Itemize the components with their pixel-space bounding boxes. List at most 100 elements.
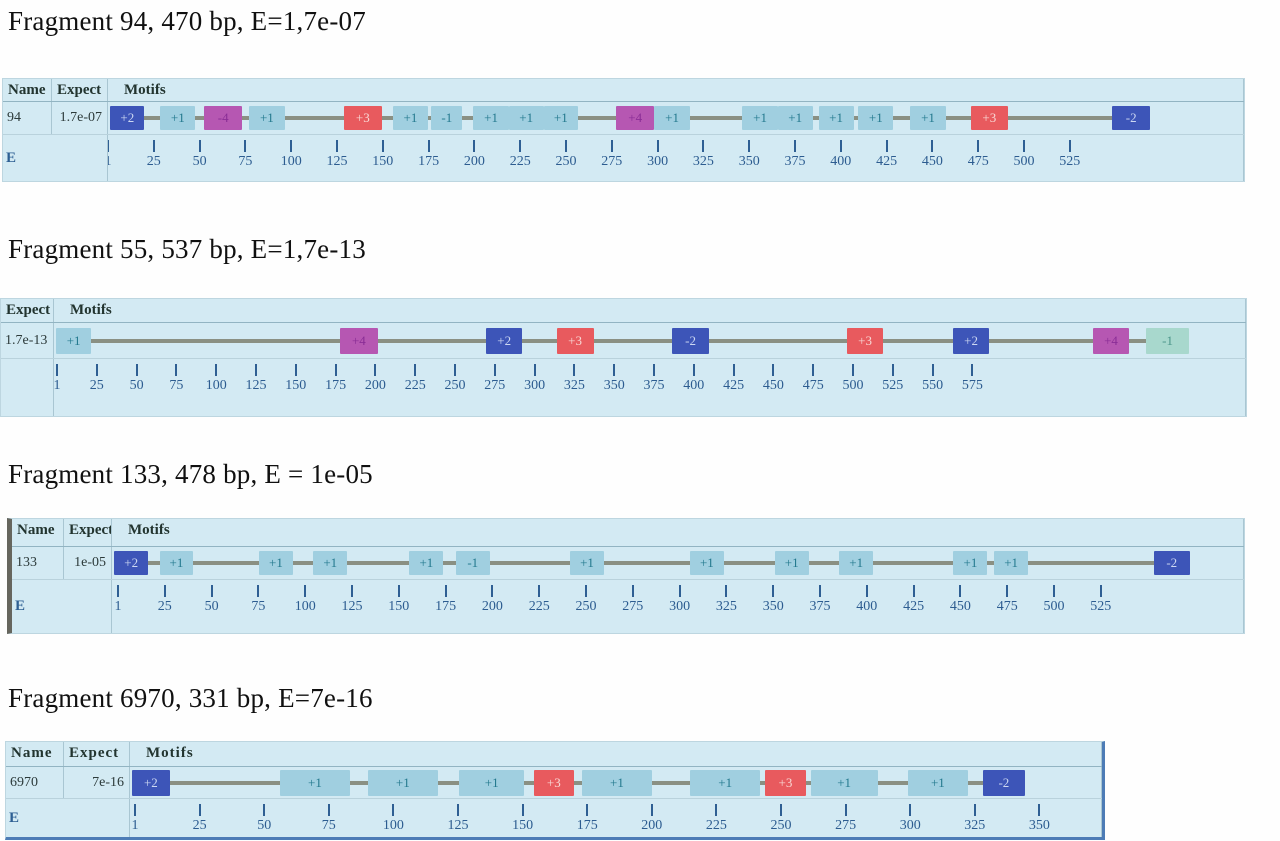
ruler-tick: 275 xyxy=(590,140,634,170)
ruler-tick: 475 xyxy=(956,140,1000,170)
tick-mark xyxy=(772,364,775,376)
tick-label: 75 xyxy=(321,818,336,833)
tick-label: 1 xyxy=(108,154,130,170)
tick-label: 575 xyxy=(961,378,983,393)
tick-mark xyxy=(381,140,384,152)
tick-mark xyxy=(444,585,447,597)
column-header-name: Name xyxy=(12,519,64,546)
motif-block: +2 xyxy=(131,769,170,796)
tick-label: 50 xyxy=(129,378,144,393)
tick-mark xyxy=(819,585,821,597)
ruler-tick: 1 xyxy=(54,364,79,394)
ruler-tick: 275 xyxy=(473,364,517,394)
motif-block: +1 xyxy=(159,551,194,575)
sequence-line xyxy=(131,780,1026,785)
fragment-name-cell: 94 xyxy=(3,102,52,134)
tick-label: 175 xyxy=(418,154,440,169)
tick-mark xyxy=(748,140,751,152)
ruler-tick: 225 xyxy=(517,585,561,615)
ruler-tick: 75 xyxy=(223,140,267,170)
ruler-tick: 350 xyxy=(727,140,771,170)
ruler-tick: 75 xyxy=(154,364,198,394)
motif-block: +1 xyxy=(313,551,348,575)
tick-label: 200 xyxy=(364,378,386,393)
tick-mark xyxy=(1053,585,1055,597)
tick-label: 25 xyxy=(157,599,172,614)
ruler-tick: 225 xyxy=(498,140,542,170)
motif-block: +1 xyxy=(742,106,778,130)
ruler-tick: 350 xyxy=(751,585,795,615)
tick-label: 275 xyxy=(622,599,644,614)
motif-block: +1 xyxy=(56,327,91,354)
tick-label: 125 xyxy=(326,154,348,169)
ruler-tick: 500 xyxy=(1032,585,1076,615)
ruler-tick: 150 xyxy=(377,585,421,615)
tick-label: 225 xyxy=(705,818,727,833)
e-row-label xyxy=(1,359,54,416)
motif-block: +2 xyxy=(114,551,149,575)
tick-label: 300 xyxy=(669,599,691,614)
ruler-tick: 400 xyxy=(672,364,716,394)
mast-table: Name Expect Motifs 133 1e-05 +2 +1 +1 +1 +1-… xyxy=(7,518,1245,634)
fragment-heading: Fragment 55, 537 bp, E=1,7e-13 xyxy=(8,234,366,264)
ruler-tick: 125 xyxy=(234,364,278,394)
ruler-tick: 400 xyxy=(845,585,889,615)
ruler-tick: 375 xyxy=(798,585,842,615)
ruler-tick: 200 xyxy=(470,585,514,615)
motif-block: -4 xyxy=(204,106,242,130)
tick-label: 100 xyxy=(294,599,316,614)
tick-mark xyxy=(108,140,109,152)
motif-block: -2 xyxy=(672,327,710,354)
tick-label: 400 xyxy=(683,378,705,393)
tick-mark xyxy=(473,140,476,152)
ruler-tick: 525 xyxy=(1048,140,1092,170)
ruler-tick: 1 xyxy=(130,804,157,834)
motif-row: 6970 7e-16 +2 +1 +1 +1 +3 +1 +1 +3 +1 +1 -2 xyxy=(6,767,1102,799)
tick-mark xyxy=(971,364,974,376)
tick-mark xyxy=(931,140,934,152)
motif-block: -2 xyxy=(1153,551,1190,575)
tick-label: 450 xyxy=(921,154,943,169)
ruler-tick: 225 xyxy=(393,364,437,394)
e-row-label: E xyxy=(6,799,130,837)
position-ruler: 1 25 50 75 100 125 150 175 200 225 250 275 300 325 350 xyxy=(130,799,1102,837)
tick-label: 125 xyxy=(245,378,267,393)
tick-mark xyxy=(931,364,934,376)
tick-label: 325 xyxy=(964,818,986,833)
tick-mark xyxy=(585,585,587,597)
motif-diagram: +2 +1 +1 +1 +1 -1 +1 +1 +1 +1 +1 +1 -2 xyxy=(112,547,1244,579)
tick-mark xyxy=(454,364,456,376)
ruler-tick: 250 xyxy=(544,140,588,170)
motif-block: +1 xyxy=(818,106,854,130)
tick-mark xyxy=(397,585,400,597)
ruler-tick: 350 xyxy=(1017,804,1061,834)
ruler-tick: 25 xyxy=(132,140,176,170)
motif-block: +1 xyxy=(994,551,1029,575)
ruler-tick: 275 xyxy=(824,804,868,834)
ruler-tick: 175 xyxy=(424,585,468,615)
tick-mark xyxy=(255,364,257,376)
motif-row: 133 1e-05 +2 +1 +1 +1 +1 -1 +1 +1 +1 +1 +1 +1 -2 xyxy=(12,547,1244,580)
motif-block: +3 xyxy=(556,327,594,354)
tick-mark xyxy=(134,804,136,816)
ruler-tick: 375 xyxy=(632,364,676,394)
tick-mark xyxy=(327,804,330,816)
expect-value-cell: 7e-16 xyxy=(64,767,130,798)
fragment-name-cell: 133 xyxy=(12,547,64,579)
tick-label: 150 xyxy=(388,599,410,614)
column-header-motifs: Motifs xyxy=(112,519,1244,546)
tick-mark xyxy=(493,364,496,376)
tick-mark xyxy=(304,585,307,597)
motif-row: 94 1.7e-07 +2 +1 -4 +1 +3 +1 -1 +1 +1 +1 +4 +1 +1 +1 +… xyxy=(3,102,1244,135)
tick-label: 225 xyxy=(528,599,550,614)
tick-label: 425 xyxy=(876,154,898,169)
tick-label: 75 xyxy=(169,378,184,393)
ruler-tick: 325 xyxy=(953,804,997,834)
tick-mark xyxy=(427,140,430,152)
ruler-tick: 400 xyxy=(819,140,863,170)
ruler-tick: 175 xyxy=(314,364,358,394)
sequence-line xyxy=(114,561,1190,565)
fragment-heading: Fragment 6970, 331 bp, E=7e-16 xyxy=(8,683,373,713)
tick-label: 150 xyxy=(512,818,534,833)
